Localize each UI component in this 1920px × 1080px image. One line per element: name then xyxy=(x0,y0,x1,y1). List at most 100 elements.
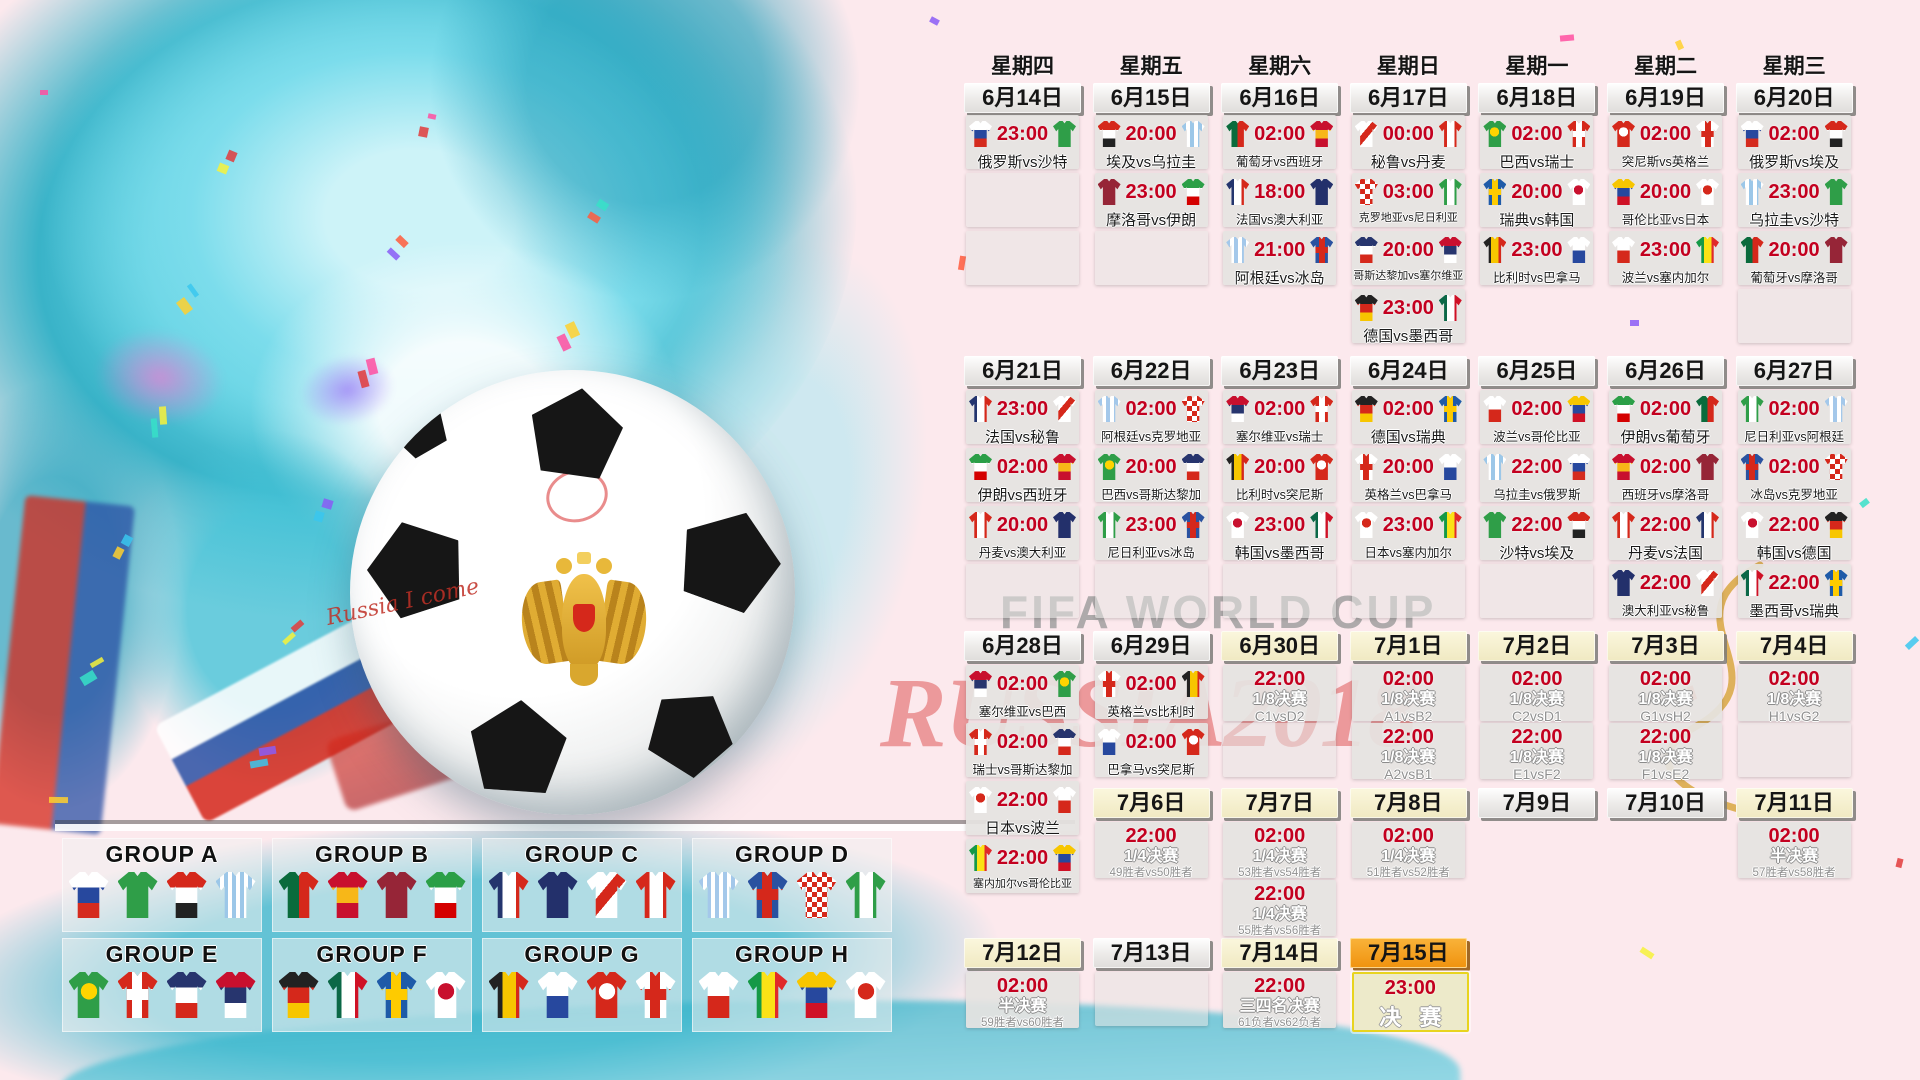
paint-splash-decoration xyxy=(0,380,180,810)
match-teams-label: 乌拉圭vs俄罗斯 xyxy=(1493,488,1581,502)
match-time: 22:00 xyxy=(1511,513,1563,536)
team-jersey-icon xyxy=(215,872,256,918)
team-jersey-icon xyxy=(1226,396,1250,422)
knockout-teams: 51胜者vs52胜者 xyxy=(1366,867,1450,879)
match-teams-label: 俄罗斯vs沙特 xyxy=(977,154,1068,171)
knockout-time: 22:00 xyxy=(1382,726,1434,748)
team-jersey-icon xyxy=(425,872,466,918)
date-button: 7月9日 xyxy=(1478,788,1596,818)
knockout-time: 02:00 xyxy=(1382,668,1434,690)
match-cell: 22:00 乌拉圭vs俄罗斯 xyxy=(1480,448,1594,502)
team-jersey-icon xyxy=(1438,396,1462,422)
knockout-cell: 02:00 1/8决赛 H1vsG2 xyxy=(1737,665,1851,724)
confetti-piece xyxy=(418,126,429,138)
match-time-row: 02:00 xyxy=(1352,390,1465,425)
match-teams-label: 秘鲁vs丹麦 xyxy=(1370,154,1446,171)
team-jersey-icon xyxy=(747,972,788,1018)
match-teams-label: 澳大利亚vs秘鲁 xyxy=(1621,604,1710,618)
team-jersey-icon xyxy=(327,972,368,1018)
knockout-teams: 61负者vs62负者 xyxy=(1238,1017,1322,1029)
final-stage-label: 决 赛 xyxy=(1379,1005,1448,1030)
knockout-cell: 02:00 半决赛 59胜者vs60胜者 xyxy=(966,972,1079,1029)
match-time: 18:00 xyxy=(1254,180,1306,203)
team-jersey-icon xyxy=(1567,121,1591,147)
crest-part-decoration xyxy=(596,558,612,574)
team-jersey-icon xyxy=(969,671,992,697)
team-jersey-icon xyxy=(1226,179,1250,205)
team-jersey-icon xyxy=(488,872,529,918)
match-teams-label: 丹麦vs澳大利亚 xyxy=(978,546,1067,560)
match-cell: 21:00 阿根廷vs冰岛 xyxy=(1223,231,1337,287)
match-cell: 22:00 韩国vs德国 xyxy=(1737,506,1851,562)
match-time: 02:00 xyxy=(1125,730,1177,753)
confetti-piece xyxy=(595,198,610,212)
match-time-row: 22:00 xyxy=(1738,564,1851,599)
match-cell: 23:00 俄罗斯vs沙特 xyxy=(966,115,1079,171)
group-jersey-row xyxy=(272,972,472,1018)
knockout-stage: 1/8决赛 xyxy=(1766,691,1822,708)
match-time: 23:00 xyxy=(996,122,1049,145)
team-jersey-icon xyxy=(1612,396,1635,422)
team-jersey-icon xyxy=(1310,396,1334,422)
match-time: 02:00 xyxy=(996,455,1049,478)
match-cell: 02:00 德国vs瑞典 xyxy=(1351,390,1465,446)
match-time: 20:00 xyxy=(1511,180,1563,203)
match-teams-label: 埃及vs乌拉圭 xyxy=(1106,154,1197,171)
team-jersey-icon xyxy=(1226,121,1250,147)
date-button: 6月15日 xyxy=(1092,83,1210,113)
confetti-piece xyxy=(48,796,69,804)
match-teams-label: 巴西vs瑞士 xyxy=(1499,154,1575,171)
group-jersey-row xyxy=(692,972,892,1018)
match-time-row: 22:00 xyxy=(966,839,1079,874)
team-jersey-icon xyxy=(1483,396,1507,422)
knockout-stage: 1/4决赛 xyxy=(1252,848,1307,865)
confetti-piece xyxy=(225,149,238,163)
match-time-row: 02:00 xyxy=(1738,115,1851,150)
team-jersey-icon xyxy=(635,972,676,1018)
match-teams-label: 巴拿马vs突尼斯 xyxy=(1107,763,1195,777)
team-jersey-icon xyxy=(1612,237,1635,263)
team-jersey-icon xyxy=(1696,237,1719,263)
weekday-label: 星期五 xyxy=(1119,55,1183,78)
team-jersey-icon xyxy=(1612,454,1635,480)
team-jersey-icon xyxy=(1354,295,1378,321)
knockout-teams: 55胜者vs56胜者 xyxy=(1238,925,1322,937)
knockout-time: 02:00 xyxy=(1382,825,1434,847)
team-jersey-icon xyxy=(1226,512,1250,538)
knockout-stage: 三四名决赛 xyxy=(1239,998,1320,1015)
match-teams-label: 波兰vs塞内加尔 xyxy=(1621,271,1710,285)
team-jersey-icon xyxy=(1696,179,1719,205)
ball-pentagon-decoration xyxy=(380,390,455,464)
match-teams-label: 塞尔维亚vs瑞士 xyxy=(1235,430,1324,444)
confetti-piece xyxy=(216,162,230,175)
date-button: 7月2日 xyxy=(1478,631,1596,661)
team-jersey-icon xyxy=(537,972,578,1018)
date-button: 6月23日 xyxy=(1221,356,1339,386)
team-jersey-icon xyxy=(166,972,207,1018)
team-jersey-icon xyxy=(1824,454,1848,480)
match-cell: 22:00 沙特vs埃及 xyxy=(1480,506,1594,562)
match-time: 02:00 xyxy=(1254,122,1306,145)
team-jersey-icon xyxy=(1696,512,1719,538)
team-jersey-icon xyxy=(1483,454,1507,480)
team-jersey-icon xyxy=(68,872,109,918)
empty-cell xyxy=(1094,564,1208,618)
match-time: 22:00 xyxy=(1768,513,1820,536)
team-jersey-icon xyxy=(1696,570,1719,596)
match-time-row: 23:00 xyxy=(1480,231,1593,266)
knockout-stage: 1/8决赛 xyxy=(1381,691,1436,708)
match-time-row: 02:00 xyxy=(1480,115,1593,150)
date-button: 6月18日 xyxy=(1478,83,1596,113)
team-jersey-icon xyxy=(537,872,578,918)
confetti-piece xyxy=(1630,320,1639,326)
team-jersey-icon xyxy=(1612,570,1635,596)
knockout-stage: 半决赛 xyxy=(1770,848,1819,865)
knockout-teams: A2vsB1 xyxy=(1384,766,1433,782)
knockout-stage: 1/8决赛 xyxy=(1638,691,1693,708)
knockout-cell: 22:00 1/8决赛 A2vsB1 xyxy=(1351,723,1465,782)
team-jersey-icon xyxy=(698,872,739,918)
match-time: 22:00 xyxy=(996,846,1049,869)
knockout-cell: 22:00 1/8决赛 C1vsD2 xyxy=(1223,665,1337,724)
date-button: 7月14日 xyxy=(1221,938,1339,968)
team-jersey-icon xyxy=(1740,570,1764,596)
